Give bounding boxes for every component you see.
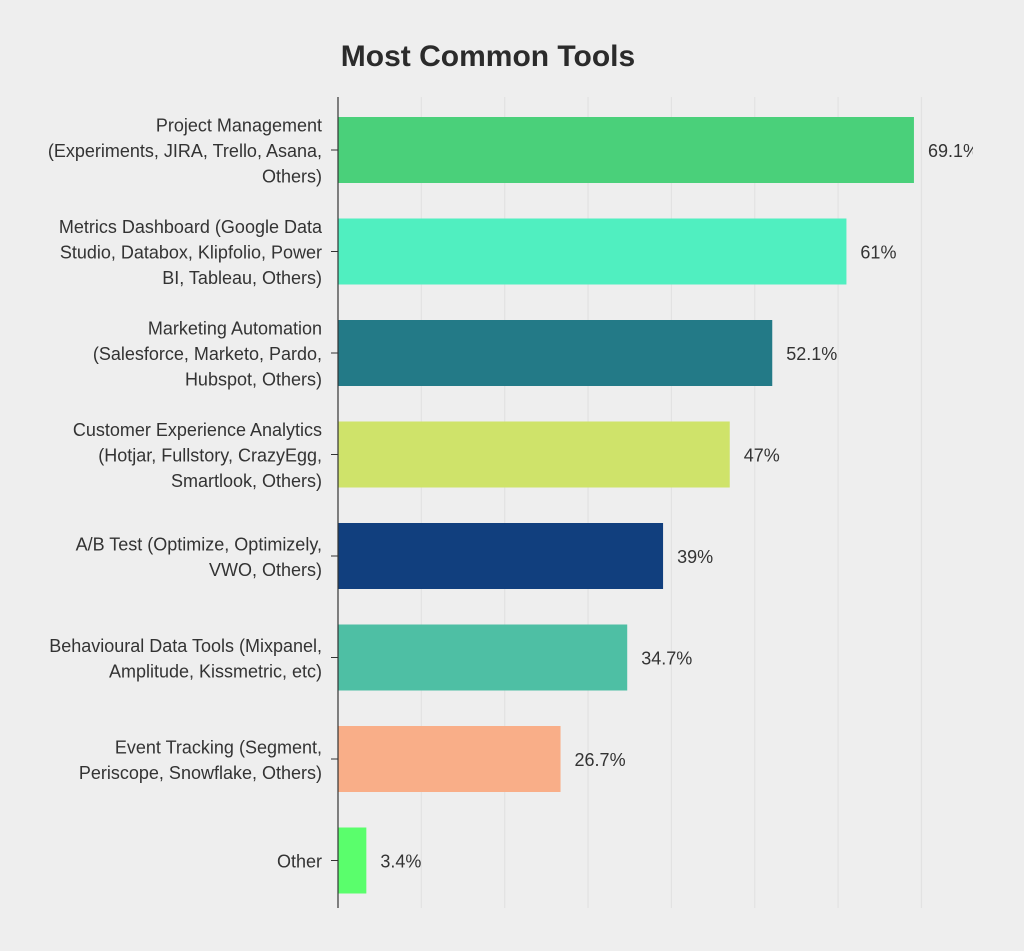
category-label: Behavioural Data Tools (Mixpanel, (49, 636, 322, 656)
category-label: Smartlook, Others) (171, 471, 322, 491)
bar (338, 218, 847, 285)
bar (338, 726, 561, 792)
bar (338, 421, 730, 488)
category-label: Metrics Dashboard (Google Data (59, 217, 323, 237)
category-label: (Salesforce, Marketo, Pardo, (93, 344, 322, 364)
category-label: A/B Test (Optimize, Optimizely, (76, 534, 322, 554)
bar (338, 117, 914, 183)
category-label: Studio, Databox, Klipfolio, Power (60, 243, 322, 263)
category-label: Other (277, 852, 322, 872)
bar (338, 827, 367, 894)
data-label: 52.1% (786, 344, 837, 364)
bar (338, 320, 773, 386)
bar (338, 523, 664, 589)
category-label: Customer Experience Analytics (73, 420, 322, 440)
category-label: Hubspot, Others) (185, 370, 322, 390)
category-label: (Hotjar, Fullstory, CrazyEgg, (98, 446, 322, 466)
category-label: Periscope, Snowflake, Others) (79, 763, 322, 783)
data-label: 3.4% (380, 852, 421, 872)
data-label: 61% (860, 243, 896, 263)
data-label: 69.1% (928, 141, 979, 161)
data-label: 34.7% (641, 649, 692, 669)
category-label: Amplitude, Kissmetric, etc) (109, 661, 322, 681)
plot-area: 69.1% 61% 52.1% 47% 39% 34.7% 26.7% 3.4% (338, 97, 979, 908)
category-label: VWO, Others) (209, 560, 322, 580)
data-label: 39% (677, 547, 713, 567)
category-label: (Experiments, JIRA, Trello, Asana, (48, 141, 322, 161)
data-label: 47% (744, 446, 780, 466)
data-label: 26.7% (575, 750, 626, 770)
category-label: Marketing Automation (148, 319, 322, 339)
category-label: Event Tracking (Segment, (115, 737, 322, 757)
category-label: Project Management (156, 116, 322, 136)
bar (338, 624, 628, 691)
chart-title: Most Common Tools (340, 40, 636, 73)
category-label: BI, Tableau, Others) (162, 268, 322, 288)
category-label: Others) (262, 167, 322, 187)
